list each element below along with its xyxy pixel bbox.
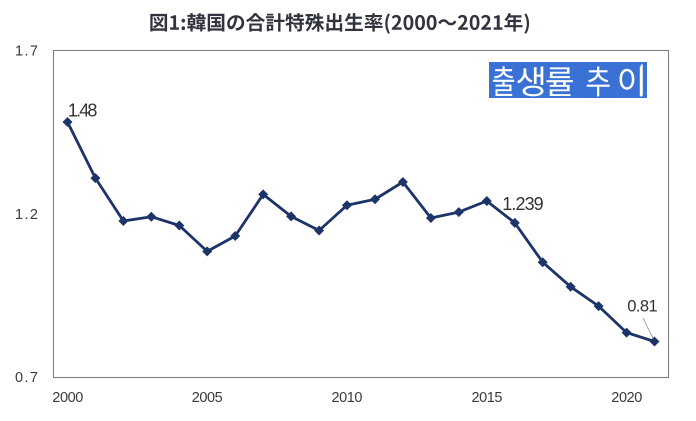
svg-text:0.7: 0.7 (15, 370, 38, 386)
svg-text:1.48: 1.48 (68, 101, 98, 121)
svg-text:1.239: 1.239 (502, 194, 543, 214)
svg-text:2015: 2015 (472, 390, 503, 406)
svg-text:2000: 2000 (52, 390, 83, 406)
svg-text:0.81: 0.81 (627, 298, 657, 316)
svg-text:1.2: 1.2 (15, 207, 38, 223)
svg-text:2020: 2020 (611, 390, 642, 406)
svg-text:2010: 2010 (332, 390, 363, 406)
svg-text:2005: 2005 (192, 390, 223, 406)
svg-text:1.7: 1.7 (15, 44, 38, 60)
